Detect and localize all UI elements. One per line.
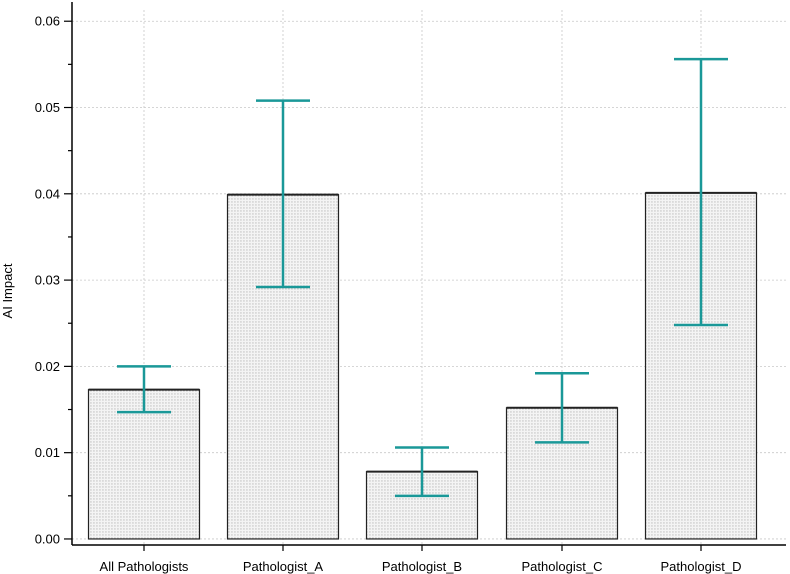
y-tick-label: 0.02	[35, 359, 60, 374]
axes	[64, 2, 786, 551]
x-tick-label: All Pathologists	[100, 559, 189, 574]
tick-labels: 0.00 0.01 0.02 0.03 0.04 0.05 0.06 All Patholog…	[35, 14, 742, 574]
y-tick-label: 0.00	[35, 531, 60, 546]
y-axis-label: AI Impact	[0, 263, 15, 318]
x-tick-label: Pathologist_C	[522, 559, 603, 574]
bar-all-pathologists	[87, 389, 201, 540]
y-tick-label: 0.05	[35, 100, 60, 115]
x-tick-label: Pathologist_A	[243, 559, 324, 574]
x-tick-label: Pathologist_D	[661, 559, 742, 574]
y-tick-label: 0.01	[35, 445, 60, 460]
error-bars	[117, 57, 728, 498]
x-tick-label: Pathologist_B	[382, 559, 462, 574]
y-tick-label: 0.04	[35, 186, 60, 201]
y-tick-label: 0.03	[35, 273, 60, 288]
y-tick-label: 0.06	[35, 14, 60, 29]
